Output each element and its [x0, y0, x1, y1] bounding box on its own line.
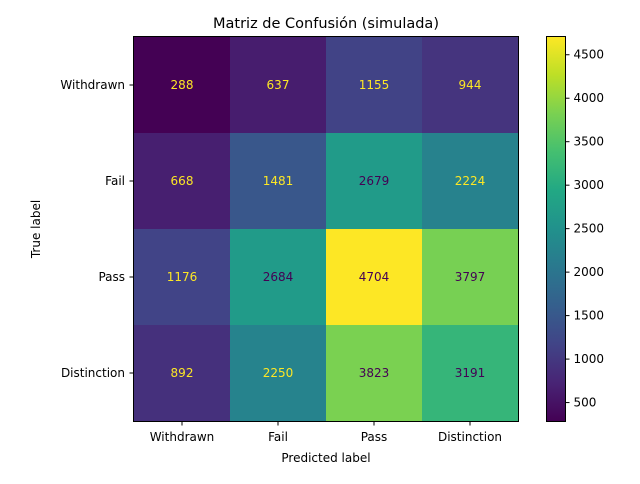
cell-value-label: 2224	[455, 174, 486, 188]
y-axis-label: True label	[29, 200, 43, 259]
cell-value-label: 4704	[359, 270, 390, 284]
cell-value-label: 2679	[359, 174, 390, 188]
cell-value-label: 892	[171, 366, 194, 380]
y-axis: Withdrawn Fail Pass Distinction	[60, 78, 134, 380]
heatmap-cell	[134, 229, 231, 326]
heatmap-cell-labels: 288 637 1155 944 668 1481 2679 2224 1176 2684 4704…	[167, 78, 486, 380]
colorbar-tick-label: 2000	[574, 265, 605, 279]
heatmap-cell	[134, 37, 231, 134]
heatmap-cell	[230, 325, 327, 422]
cell-value-label: 1176	[167, 270, 198, 284]
cell-value-label: 288	[171, 78, 194, 92]
cell-value-label: 1155	[359, 78, 390, 92]
x-tick-label: Withdrawn	[150, 430, 215, 444]
cell-value-label: 2684	[263, 270, 294, 284]
cell-value-label: 3823	[359, 366, 390, 380]
colorbar-tick-label: 2500	[574, 222, 605, 236]
x-axis: Withdrawn Fail Pass Distinction	[150, 421, 502, 444]
heatmap-cell	[230, 133, 327, 230]
heatmap-cell	[134, 325, 231, 422]
cell-value-label: 1481	[263, 174, 294, 188]
colorbar-tick-label: 4500	[574, 48, 605, 62]
x-tick-label: Fail	[268, 430, 288, 444]
cell-value-label: 668	[171, 174, 194, 188]
heatmap-cell	[326, 37, 423, 134]
colorbar-tick-label: 1000	[574, 352, 605, 366]
heatmap-cell	[134, 133, 231, 230]
cell-value-label: 3191	[455, 366, 486, 380]
heatmap-cell	[422, 325, 519, 422]
colorbar-tick-label: 3500	[574, 135, 605, 149]
cell-value-label: 2250	[263, 366, 294, 380]
y-tick-label: Distinction	[61, 366, 125, 380]
cell-value-label: 637	[267, 78, 290, 92]
colorbar-tick-label: 3000	[574, 178, 605, 192]
colorbar	[546, 36, 566, 422]
heatmap-cells	[134, 37, 519, 422]
heatmap-cell	[422, 133, 519, 230]
heatmap-cell	[326, 325, 423, 422]
heatmap-cell	[422, 229, 519, 326]
cell-value-label: 944	[459, 78, 482, 92]
heatmap-cell	[230, 229, 327, 326]
y-tick-label: Fail	[105, 174, 125, 188]
y-tick-label: Pass	[98, 270, 125, 284]
colorbar-tick-label: 4000	[574, 91, 605, 105]
x-tick-label: Pass	[361, 430, 388, 444]
colorbar-ticks: 500 1000 1500 2000 2500 3000 3500 4000 4500	[565, 48, 605, 410]
x-axis-label: Predicted label	[281, 451, 370, 465]
chart-title: Matriz de Confusión (simulada)	[213, 16, 439, 32]
heatmap-cell	[422, 37, 519, 134]
heatmap-cell	[230, 37, 327, 134]
plot-frame	[133, 36, 519, 422]
x-tick-label: Distinction	[438, 430, 502, 444]
colorbar-tick-label: 500	[574, 396, 597, 410]
y-tick-label: Withdrawn	[60, 78, 125, 92]
cell-value-label: 3797	[455, 270, 486, 284]
colorbar-tick-label: 1500	[574, 309, 605, 323]
heatmap-cell	[326, 229, 423, 326]
heatmap-cell	[326, 133, 423, 230]
